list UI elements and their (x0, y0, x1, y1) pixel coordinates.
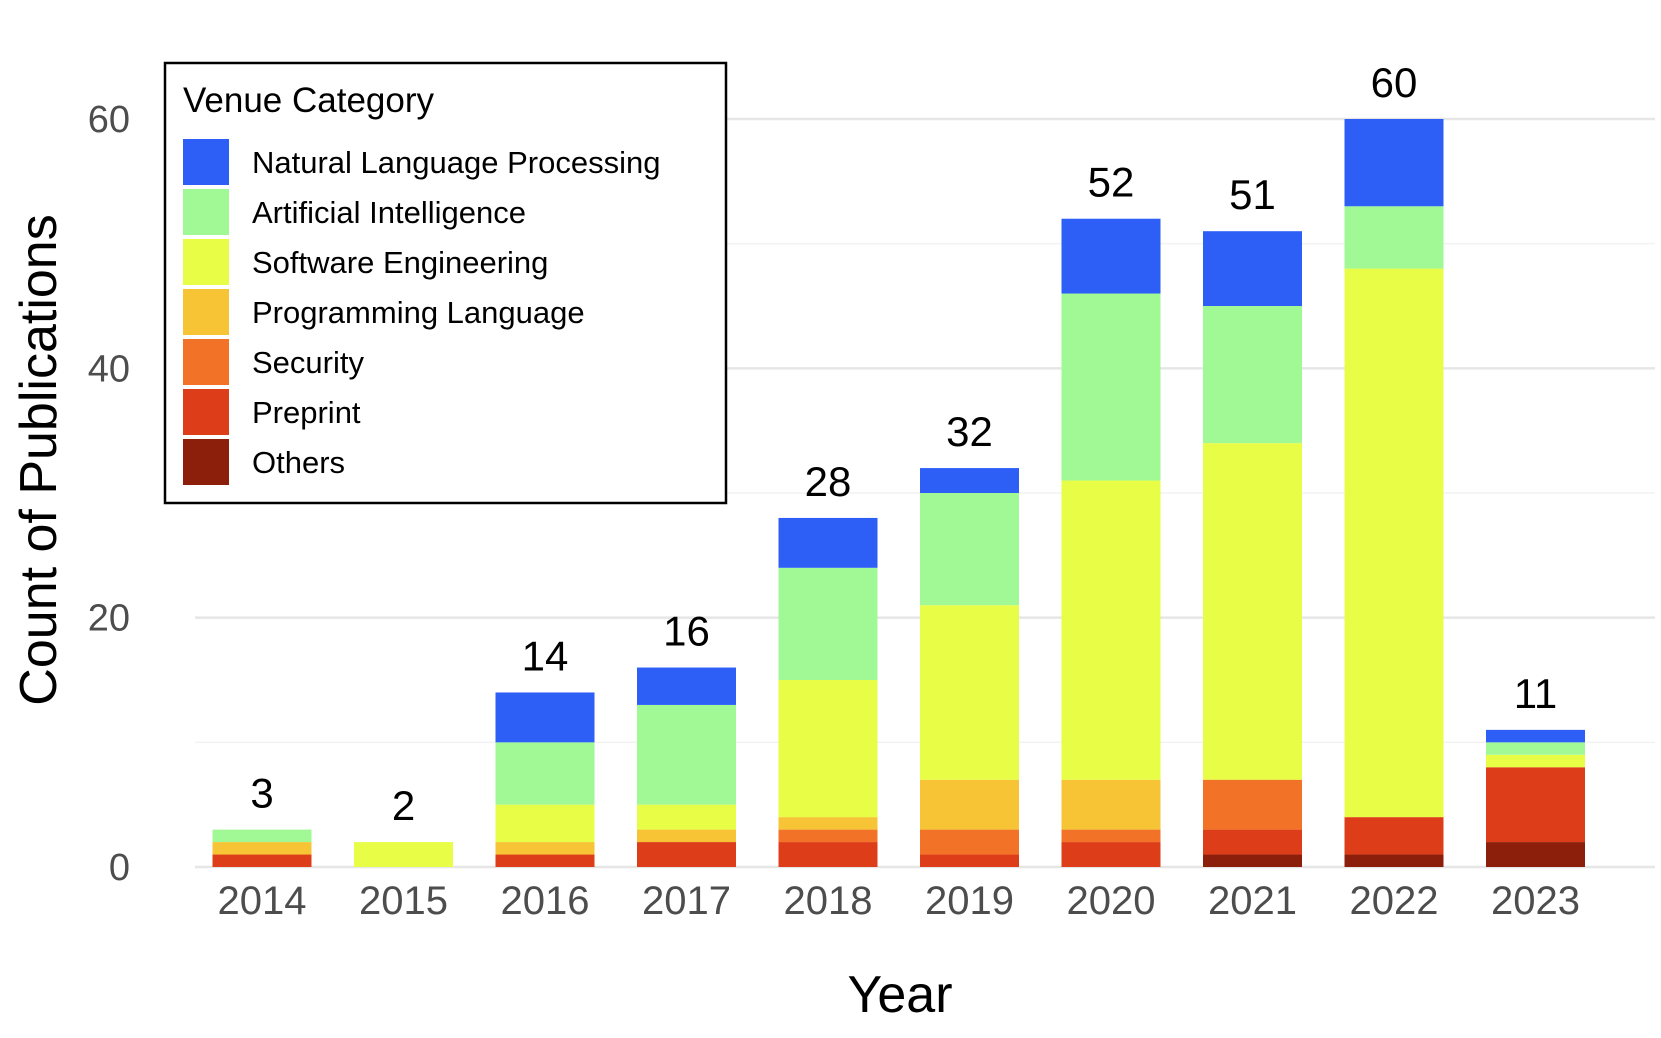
bar-segment (212, 829, 312, 843)
bar-segment (778, 829, 878, 843)
x-tick-label: 2014 (218, 879, 307, 923)
bar-segment (495, 854, 595, 867)
legend-swatch (183, 339, 229, 385)
bar-segment (778, 817, 878, 830)
legend-swatch (183, 139, 229, 185)
bar-segment (920, 468, 1019, 493)
legend-swatch (183, 289, 229, 335)
bar-segment (212, 854, 312, 867)
x-tick-label: 2023 (1491, 879, 1580, 923)
legend-items: Natural Language Processing Artificial In… (183, 139, 660, 485)
bar-segment (1344, 854, 1444, 867)
x-tick-labels: 2014 2015 2016 2017 2018 2019 2020 2021 2022 2023 (218, 879, 1580, 923)
legend: Venue Category Natural Language Processi… (163, 61, 728, 505)
bar-total-label: 52 (1088, 159, 1135, 206)
legend-title: Venue Category (183, 81, 435, 120)
bar-segment (1203, 854, 1302, 867)
bar-total-label: 11 (1514, 670, 1558, 717)
y-tick-label: 20 (88, 598, 130, 640)
bar-segment (1061, 829, 1161, 843)
x-axis-title: Year (847, 966, 952, 1024)
bar-segment (1344, 268, 1444, 818)
bar-segment (212, 842, 312, 855)
bar-segment (1486, 729, 1585, 743)
bar-segment (1203, 231, 1302, 306)
legend-swatch (183, 239, 229, 285)
bar-segment (637, 704, 736, 805)
legend-label: Others (252, 445, 345, 480)
bar-segment (495, 842, 595, 855)
y-tick-label: 40 (88, 348, 130, 390)
legend-label: Artificial Intelligence (252, 195, 526, 230)
x-tick-label: 2015 (359, 879, 448, 923)
legend-label: Preprint (252, 395, 361, 430)
bar-segment (1061, 842, 1161, 867)
legend-box (163, 61, 728, 505)
bar-segment (1061, 480, 1161, 780)
bar-segment (1061, 779, 1161, 830)
bar-segment (920, 605, 1019, 780)
bar-segment (1486, 842, 1585, 867)
y-axis-title: Count of Publications (10, 214, 68, 705)
legend-label: Software Engineering (252, 245, 548, 280)
y-tick-labels: 0 20 40 60 (88, 99, 130, 889)
x-tick-label: 2022 (1350, 879, 1439, 923)
bar-segment (1486, 767, 1585, 843)
bar-segment (495, 804, 595, 843)
bar-segment (1344, 206, 1444, 269)
legend-label: Programming Language (252, 295, 585, 330)
bar-segment (495, 742, 595, 805)
bar-segment (637, 829, 736, 843)
legend-label: Security (252, 345, 364, 380)
y-tick-label: 60 (88, 99, 130, 141)
bar-total-label: 60 (1371, 59, 1418, 106)
legend-swatch (183, 439, 229, 485)
bar-segment (1344, 817, 1444, 855)
bar-segment (1203, 443, 1302, 780)
bars (212, 119, 1585, 867)
bar-total-label: 3 (250, 770, 273, 817)
bar-segment (637, 804, 736, 830)
bar-segment (778, 680, 878, 818)
bar-total-label: 28 (805, 458, 852, 505)
bar-segment (778, 567, 878, 680)
bar-segment (778, 517, 878, 568)
x-tick-label: 2020 (1067, 879, 1156, 923)
x-tick-label: 2021 (1208, 879, 1297, 923)
x-tick-label: 2019 (925, 879, 1014, 923)
x-tick-label: 2016 (501, 879, 590, 923)
x-tick-label: 2018 (784, 879, 873, 923)
bar-total-label: 32 (946, 408, 993, 455)
legend-swatch (183, 189, 229, 235)
bar-total-label: 2 (392, 782, 415, 829)
bar-segment (495, 692, 595, 743)
bar-segment (1061, 218, 1161, 294)
x-tick-label: 2017 (642, 879, 731, 923)
legend-swatch (183, 389, 229, 435)
bar-segment (1486, 754, 1585, 768)
bar-total-label: 16 (663, 608, 710, 655)
bar-total-label: 51 (1229, 171, 1276, 218)
bar-segment (1203, 829, 1302, 855)
bar-segment (920, 854, 1019, 867)
bar-segment (637, 667, 736, 705)
bar-segment (637, 842, 736, 867)
bar-segment (1061, 293, 1161, 481)
y-tick-label: 0 (109, 847, 130, 889)
bar-total-label: 14 (522, 632, 569, 679)
bar-segment (920, 493, 1019, 606)
bar-segment (778, 842, 878, 867)
bar-segment (1344, 119, 1444, 207)
bar-segment (920, 779, 1019, 830)
bar-segment (1486, 742, 1585, 755)
bar-segment (1203, 779, 1302, 830)
bar-segment (354, 842, 453, 867)
bar-segment (920, 829, 1019, 855)
bar-segment (1203, 306, 1302, 444)
legend-label: Natural Language Processing (252, 145, 660, 180)
